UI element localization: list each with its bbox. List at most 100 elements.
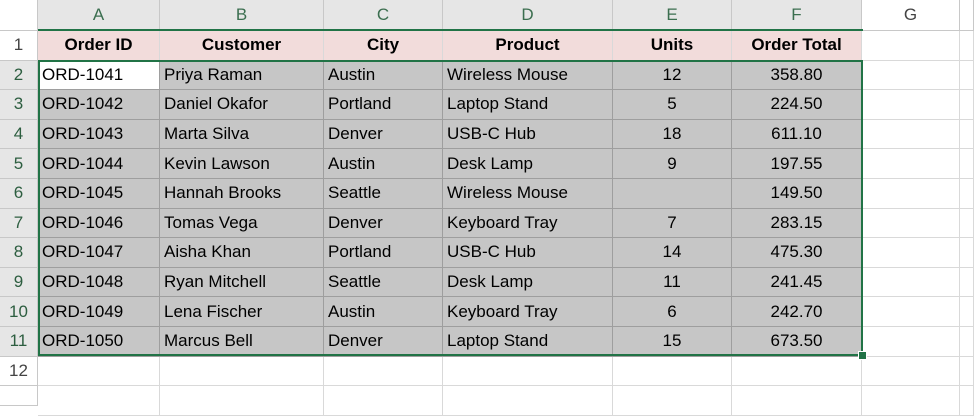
data-cell[interactable]: Ryan Mitchell	[160, 267, 324, 298]
data-cell[interactable]: 611.10	[732, 119, 862, 150]
data-cell[interactable]: 241.45	[732, 267, 862, 298]
data-cell[interactable]: Denver	[324, 327, 443, 357]
data-cell[interactable]: 18	[613, 119, 732, 150]
data-cell[interactable]: ORD-1042	[38, 90, 160, 120]
empty-cell[interactable]	[960, 356, 974, 387]
header-cell[interactable]: Customer	[160, 31, 324, 61]
data-cell[interactable]: Keyboard Tray	[443, 208, 613, 239]
data-cell[interactable]: USB-C Hub	[443, 238, 613, 268]
empty-cell[interactable]	[862, 267, 960, 298]
data-cell[interactable]: ORD-1045	[38, 179, 160, 209]
empty-cell[interactable]	[960, 238, 974, 268]
column-header[interactable]: C	[324, 0, 443, 31]
row-header[interactable]: 3	[0, 90, 38, 120]
header-cell[interactable]: City	[324, 31, 443, 61]
data-cell[interactable]: 12	[613, 60, 732, 91]
data-cell[interactable]: Portland	[324, 238, 443, 268]
empty-cell[interactable]	[613, 386, 732, 416]
empty-cell[interactable]	[324, 386, 443, 416]
data-cell[interactable]: 7	[613, 208, 732, 239]
empty-cell[interactable]	[960, 297, 974, 327]
empty-cell[interactable]	[732, 386, 862, 416]
data-cell[interactable]: 283.15	[732, 208, 862, 239]
data-cell[interactable]: Laptop Stand	[443, 90, 613, 120]
row-header[interactable]: 10	[0, 297, 38, 327]
empty-cell[interactable]	[732, 356, 862, 387]
empty-cell[interactable]	[960, 386, 974, 416]
data-cell[interactable]: Kevin Lawson	[160, 149, 324, 179]
data-cell[interactable]: Laptop Stand	[443, 327, 613, 357]
data-cell[interactable]: 14	[613, 238, 732, 268]
data-cell[interactable]: Tomas Vega	[160, 208, 324, 239]
empty-cell[interactable]	[862, 386, 960, 416]
empty-cell[interactable]	[862, 356, 960, 387]
empty-cell[interactable]	[613, 356, 732, 387]
data-cell[interactable]: Austin	[324, 297, 443, 327]
data-cell[interactable]: ORD-1049	[38, 297, 160, 327]
data-cell[interactable]: Austin	[324, 60, 443, 91]
empty-cell[interactable]	[862, 238, 960, 268]
corner-cell[interactable]	[0, 0, 38, 31]
data-cell[interactable]: Marta Silva	[160, 119, 324, 150]
data-cell[interactable]: Daniel Okafor	[160, 90, 324, 120]
data-cell[interactable]: ORD-1041	[38, 60, 160, 91]
empty-cell[interactable]	[324, 356, 443, 387]
empty-cell[interactable]	[862, 149, 960, 179]
column-header[interactable]: B	[160, 0, 324, 31]
empty-cell[interactable]	[862, 60, 960, 91]
row-header[interactable]: 7	[0, 208, 38, 239]
data-cell[interactable]: Wireless Mouse	[443, 179, 613, 209]
data-cell[interactable]: 224.50	[732, 90, 862, 120]
column-header[interactable]: E	[613, 0, 732, 31]
data-cell[interactable]: Desk Lamp	[443, 149, 613, 179]
data-cell[interactable]: Hannah Brooks	[160, 179, 324, 209]
data-cell[interactable]: Portland	[324, 90, 443, 120]
row-header[interactable]: 9	[0, 267, 38, 298]
column-header[interactable]: F	[732, 0, 862, 31]
empty-cell[interactable]	[862, 208, 960, 239]
empty-cell[interactable]	[960, 267, 974, 298]
data-cell[interactable]: Wireless Mouse	[443, 60, 613, 91]
empty-cell[interactable]	[160, 386, 324, 416]
column-header[interactable]: D	[443, 0, 613, 31]
data-cell[interactable]: Seattle	[324, 179, 443, 209]
data-cell[interactable]: ORD-1044	[38, 149, 160, 179]
row-header[interactable]: 12	[0, 356, 38, 387]
data-cell[interactable]: ORD-1046	[38, 208, 160, 239]
empty-cell[interactable]	[960, 31, 974, 61]
row-header[interactable]: 8	[0, 238, 38, 268]
data-cell[interactable]	[613, 179, 732, 209]
empty-cell[interactable]	[862, 90, 960, 120]
data-cell[interactable]: 5	[613, 90, 732, 120]
data-cell[interactable]: Austin	[324, 149, 443, 179]
row-header[interactable]: 1	[0, 31, 38, 61]
empty-cell[interactable]	[38, 356, 160, 387]
data-cell[interactable]: Seattle	[324, 267, 443, 298]
data-cell[interactable]: Keyboard Tray	[443, 297, 613, 327]
empty-cell[interactable]	[862, 297, 960, 327]
data-cell[interactable]: ORD-1048	[38, 267, 160, 298]
empty-cell[interactable]	[862, 31, 960, 61]
empty-cell[interactable]	[862, 327, 960, 357]
empty-cell[interactable]	[862, 119, 960, 150]
row-header[interactable]: 6	[0, 179, 38, 209]
data-cell[interactable]: Lena Fischer	[160, 297, 324, 327]
column-header[interactable]: A	[38, 0, 160, 31]
header-cell[interactable]: Product	[443, 31, 613, 61]
fill-handle[interactable]	[858, 351, 867, 360]
empty-cell[interactable]	[38, 386, 160, 416]
data-cell[interactable]: 9	[613, 149, 732, 179]
data-cell[interactable]: Denver	[324, 119, 443, 150]
row-header[interactable]: 5	[0, 149, 38, 179]
data-cell[interactable]: Marcus Bell	[160, 327, 324, 357]
column-header[interactable]: G	[862, 0, 960, 31]
empty-cell[interactable]	[443, 386, 613, 416]
empty-cell[interactable]	[160, 356, 324, 387]
empty-cell[interactable]	[960, 149, 974, 179]
data-cell[interactable]: Priya Raman	[160, 60, 324, 91]
row-header[interactable]: 4	[0, 119, 38, 150]
data-cell[interactable]: 242.70	[732, 297, 862, 327]
empty-cell[interactable]	[862, 179, 960, 209]
empty-cell[interactable]	[960, 208, 974, 239]
header-cell[interactable]: Order ID	[38, 31, 160, 61]
